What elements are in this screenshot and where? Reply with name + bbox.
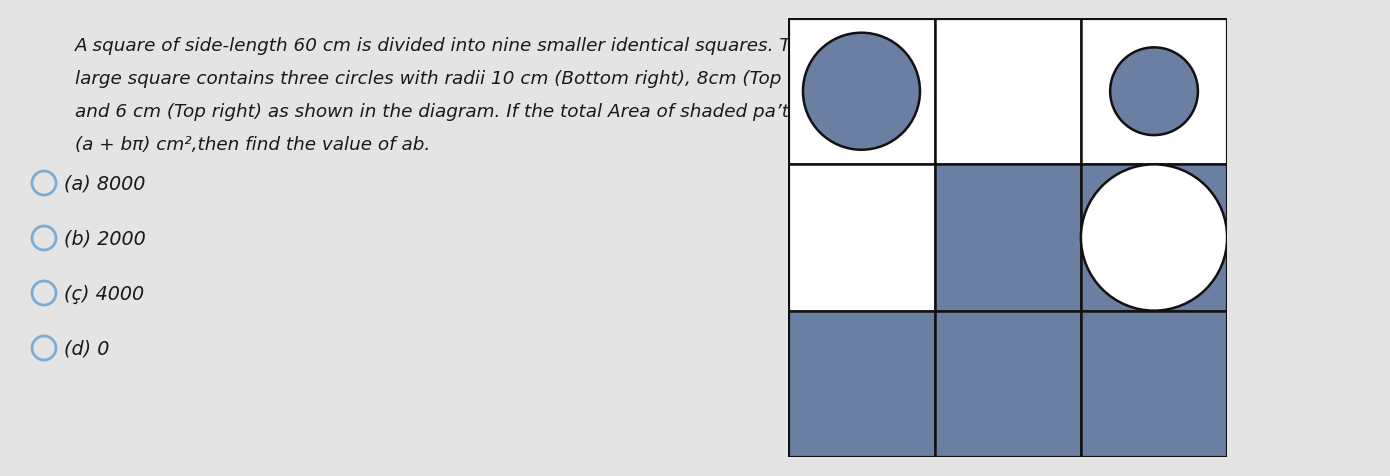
Bar — [1081, 19, 1227, 165]
Bar — [1081, 165, 1227, 311]
Text: (ç) 4000: (ç) 4000 — [64, 284, 145, 303]
Text: (b) 2000: (b) 2000 — [64, 229, 146, 248]
Bar — [788, 19, 934, 165]
Text: A square of side-length 60 cm is divided into nine smaller identical squares. Th: A square of side-length 60 cm is divided… — [75, 37, 815, 55]
Text: and 6 cm (Top right) as shown in the diagram. If the total Area of shaded pa’t i: and 6 cm (Top right) as shown in the dia… — [75, 103, 809, 121]
Bar — [934, 311, 1081, 457]
Bar — [1081, 311, 1227, 457]
Text: (a + bπ) cm²,then find the value of ab.: (a + bπ) cm²,then find the value of ab. — [75, 136, 431, 154]
Text: (a) 8000: (a) 8000 — [64, 174, 146, 193]
Text: (d) 0: (d) 0 — [64, 339, 110, 358]
Circle shape — [1111, 48, 1198, 136]
Bar — [788, 165, 934, 311]
Bar — [934, 165, 1081, 311]
Circle shape — [1081, 165, 1227, 311]
Circle shape — [803, 34, 920, 150]
Bar — [934, 19, 1081, 165]
Bar — [788, 311, 934, 457]
Text: large square contains three circles with radii 10 cm (Bottom right), 8cm (Top le: large square contains three circles with… — [75, 70, 824, 88]
